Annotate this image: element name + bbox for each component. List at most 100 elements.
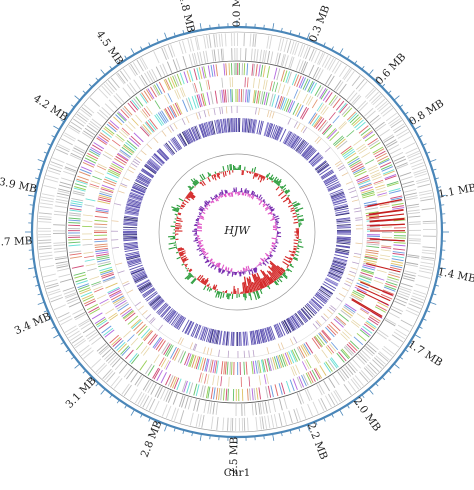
feature-mark xyxy=(329,343,337,352)
reverse-cds-gene xyxy=(323,380,330,392)
scale-tick xyxy=(65,111,70,115)
ncrna-mark xyxy=(159,148,170,159)
genome-name-label: HJW xyxy=(223,224,251,237)
forward-cds-gene xyxy=(38,221,52,223)
ncrna-mark xyxy=(315,292,328,302)
forward-cds-gene xyxy=(312,401,319,414)
gc-content-bar xyxy=(293,256,298,260)
cog-forward-gene xyxy=(215,64,218,77)
scale-tick xyxy=(393,363,400,369)
gc-skew-bar xyxy=(251,190,255,196)
ncrna-mark xyxy=(266,327,272,341)
feature-mark xyxy=(153,354,160,364)
reverse-cds-gene xyxy=(122,87,131,98)
ncrna-mark xyxy=(193,126,200,140)
gc-content-bar xyxy=(199,182,202,185)
cog-reverse-gene xyxy=(349,159,361,167)
feature-mark xyxy=(286,86,291,96)
gc-content-bar xyxy=(200,179,202,182)
cog-reverse-gene xyxy=(261,91,266,105)
ncrna-mark xyxy=(330,191,344,198)
reverse-cds-gene xyxy=(59,278,72,283)
cog-reverse-gene xyxy=(95,251,109,255)
gc-content-bar xyxy=(191,186,194,189)
cog-forward-gene xyxy=(345,345,355,355)
forward-cds-gene xyxy=(375,98,386,108)
scale-tick xyxy=(53,125,60,130)
ncrna-mark xyxy=(142,168,155,177)
cog-forward-gene xyxy=(390,264,403,269)
gc-content-bar xyxy=(213,286,216,290)
scale-tick xyxy=(124,404,128,409)
cog-reverse-gene xyxy=(99,268,113,274)
cog-reverse-gene xyxy=(100,270,114,276)
forward-cds-gene xyxy=(216,416,219,431)
ncrna-mark xyxy=(321,171,335,180)
cog-forward-gene xyxy=(176,73,182,86)
forward-cds-gene xyxy=(355,78,365,90)
ncrna-mark xyxy=(335,212,350,216)
ncrna-mark xyxy=(209,329,214,343)
cog-reverse-gene xyxy=(366,241,380,244)
gc-skew-bar xyxy=(247,190,250,194)
forward-cds-gene xyxy=(420,261,434,265)
ncrna-mark xyxy=(291,315,301,328)
scale-tick xyxy=(263,24,265,29)
forward-cds-gene xyxy=(70,333,82,341)
feature-mark xyxy=(158,357,165,367)
gc-content-bar xyxy=(180,255,187,259)
gc-content-bar xyxy=(217,172,221,179)
forward-cds-gene xyxy=(369,362,380,372)
reverse-cds-gene xyxy=(397,292,410,298)
gc-skew-bar xyxy=(197,215,201,218)
scale-tick xyxy=(148,42,151,47)
feature-mark xyxy=(167,93,173,103)
ncrna-mark xyxy=(295,312,304,325)
ncrna-mark xyxy=(201,123,207,138)
rna-mark xyxy=(131,163,138,168)
reverse-cds-gene xyxy=(151,68,158,80)
ncrna-mark xyxy=(315,293,327,303)
cog-reverse-gene xyxy=(242,89,245,103)
cog-forward-gene xyxy=(97,136,108,144)
scale-tick xyxy=(399,104,404,108)
forward-cds-gene xyxy=(372,95,383,106)
scale-tick xyxy=(116,399,120,404)
gc-content-bar xyxy=(185,196,191,201)
forward-cds-gene xyxy=(390,119,402,129)
rna-mark xyxy=(169,125,175,132)
reverse-cds-gene xyxy=(306,388,313,401)
cog-reverse-gene xyxy=(193,355,199,369)
ncrna-mark xyxy=(326,181,340,189)
cog-forward-gene xyxy=(348,112,358,122)
cog-reverse-gene xyxy=(319,332,329,343)
cog-reverse-gene xyxy=(103,277,116,283)
forward-cds-gene xyxy=(97,364,108,375)
forward-cds-gene xyxy=(351,75,361,87)
rna-mark xyxy=(119,184,127,188)
cog-reverse-gene xyxy=(214,360,218,374)
ncrna-mark xyxy=(135,180,149,188)
feature-mark xyxy=(325,346,333,355)
gc-content-bar xyxy=(218,172,221,176)
genome-tracks xyxy=(36,31,438,433)
cog-forward-gene xyxy=(176,378,182,391)
ncrna-mark xyxy=(327,183,341,191)
ncrna-mark xyxy=(179,133,188,146)
ncrna-mark xyxy=(123,241,138,245)
cog-forward-gene xyxy=(313,368,321,380)
feature-mark xyxy=(108,312,117,319)
cog-reverse-gene xyxy=(313,336,322,348)
cog-forward-gene xyxy=(109,334,119,344)
reverse-cds-gene xyxy=(296,392,302,405)
forward-cds-gene xyxy=(224,33,227,47)
forward-cds-gene xyxy=(44,279,58,284)
ncrna-mark xyxy=(154,153,165,164)
ncrna-mark xyxy=(135,178,149,187)
cog-reverse-gene xyxy=(357,178,370,185)
cog-reverse-gene xyxy=(364,256,378,261)
gc-content-bar xyxy=(262,176,265,179)
cog-forward-gene xyxy=(289,379,295,392)
reverse-cds-gene xyxy=(199,51,203,64)
feature-mark xyxy=(115,135,124,143)
